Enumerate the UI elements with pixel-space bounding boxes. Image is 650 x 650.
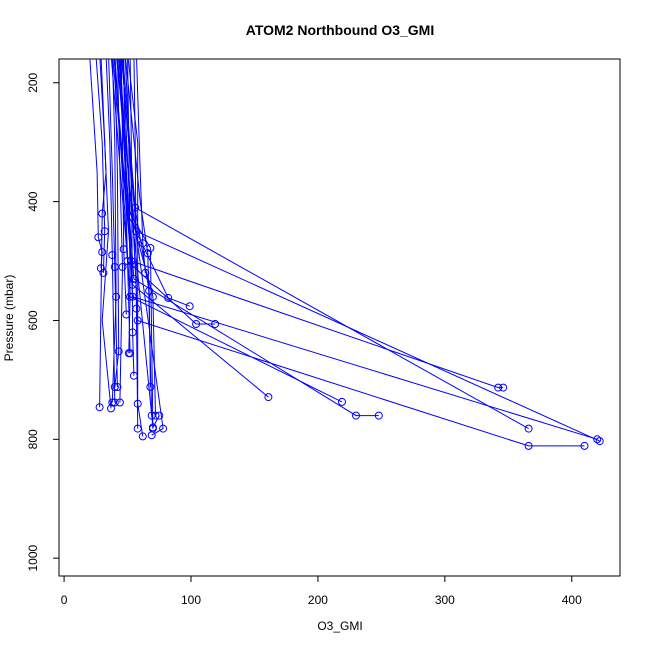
plot-frame <box>58 58 621 577</box>
data-point <box>593 435 602 444</box>
data-point <box>129 371 138 380</box>
series-line <box>112 59 504 389</box>
data-point <box>164 293 173 302</box>
data-point <box>138 239 147 248</box>
data-point <box>138 432 147 441</box>
data-point <box>146 244 155 252</box>
data-point <box>499 383 508 392</box>
data-point <box>118 263 127 271</box>
x-tick-label: 300 <box>435 593 455 607</box>
data-point <box>147 411 156 420</box>
series-line <box>123 59 131 354</box>
data-point <box>595 437 604 446</box>
series-line <box>122 59 529 430</box>
data-point <box>524 441 533 450</box>
data-point <box>132 304 141 313</box>
data-point <box>110 383 119 391</box>
series-line <box>108 59 118 388</box>
series-line <box>110 59 216 325</box>
series-line <box>105 59 116 403</box>
data-point <box>128 280 137 289</box>
series-line <box>111 59 117 403</box>
data-point <box>128 328 137 337</box>
data-point <box>185 302 194 311</box>
data-point <box>338 397 346 406</box>
data-point <box>96 264 105 273</box>
data-point <box>155 411 164 420</box>
data-point <box>123 257 132 265</box>
data-point <box>151 411 160 420</box>
y-tick-label: 600 <box>26 310 40 330</box>
data-point <box>119 245 128 254</box>
y-tick-label: 400 <box>26 191 40 211</box>
data-point <box>99 268 108 277</box>
data-point <box>145 286 154 295</box>
data-point <box>98 209 107 218</box>
data-point <box>264 393 273 402</box>
data-point <box>192 320 201 328</box>
chart-title: ATOM2 Northbound O3_GMI <box>246 22 434 38</box>
data-point <box>115 398 124 407</box>
x-axis-label: O3_GMI <box>317 619 362 633</box>
series-line <box>124 59 585 447</box>
data-point <box>133 316 142 325</box>
data-point <box>110 263 119 271</box>
data-point <box>127 257 136 265</box>
series-line <box>118 59 598 440</box>
data-point <box>124 349 133 358</box>
data-point <box>108 398 117 407</box>
data-point <box>107 404 115 413</box>
data-point <box>159 424 168 433</box>
data-point <box>132 227 141 236</box>
y-axis-label: Pressure (mbar) <box>2 275 16 362</box>
series-line <box>89 59 103 269</box>
x-tick-label: 100 <box>181 593 201 607</box>
data-point <box>133 424 142 433</box>
y-tick-label: 1000 <box>26 545 40 572</box>
data-point <box>110 398 119 407</box>
data-point <box>147 431 156 440</box>
series-line <box>116 59 164 436</box>
data-point <box>126 292 135 301</box>
data-point <box>100 227 109 236</box>
data-point <box>112 292 121 301</box>
data-point <box>524 424 533 433</box>
y-tick-label: 200 <box>26 72 40 92</box>
y-tick-label: 800 <box>26 429 40 449</box>
series-line <box>119 59 269 398</box>
data-point <box>148 292 157 301</box>
data-point <box>122 310 131 319</box>
data-point <box>211 320 220 328</box>
data-point <box>94 233 103 242</box>
data-point <box>131 203 140 212</box>
data-point <box>146 383 155 391</box>
data-point <box>98 248 107 257</box>
series-line <box>121 59 600 442</box>
data-point <box>133 399 142 408</box>
x-tick-label: 400 <box>562 593 582 607</box>
x-tick-label: 200 <box>308 593 328 607</box>
data-point <box>129 274 138 283</box>
data-point <box>352 411 360 420</box>
series-line <box>117 59 379 417</box>
series-line <box>118 59 160 430</box>
data-point <box>494 383 503 392</box>
y-axis: 200 400 600 800 1000 <box>26 72 59 572</box>
x-tick-label: 0 <box>61 593 68 607</box>
data-point <box>95 403 104 412</box>
x-axis: 0 100 200 300 400 <box>61 576 582 607</box>
series-line <box>113 59 190 307</box>
data-point <box>148 423 157 432</box>
series-line <box>95 59 106 273</box>
point-layer <box>94 203 604 450</box>
data-point <box>374 411 383 420</box>
data-point <box>128 292 137 301</box>
data-point <box>141 268 150 277</box>
data-point <box>580 441 589 450</box>
data-point <box>114 347 123 356</box>
data-point <box>108 251 117 260</box>
data-point <box>113 383 122 391</box>
plot-area <box>89 59 600 447</box>
